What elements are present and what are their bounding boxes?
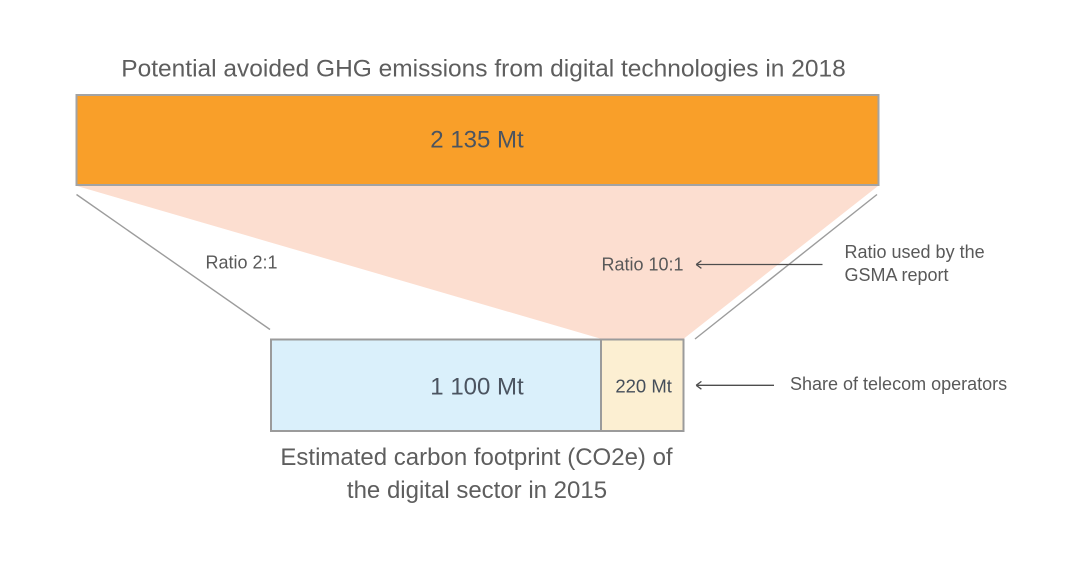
svg-text:Ratio used by the: Ratio used by the <box>845 242 985 262</box>
svg-text:Ratio 10:1: Ratio 10:1 <box>601 255 683 275</box>
svg-text:2 135 Mt: 2 135 Mt <box>430 126 524 153</box>
svg-text:1 100 Mt: 1 100 Mt <box>430 373 524 400</box>
svg-text:GSMA report: GSMA report <box>845 265 949 285</box>
svg-text:Potential avoided GHG emission: Potential avoided GHG emissions from dig… <box>121 56 846 83</box>
svg-text:Share of telecom operators: Share of telecom operators <box>790 374 1007 394</box>
svg-text:Ratio 2:1: Ratio 2:1 <box>205 253 277 273</box>
svg-text:the digital sector in 2015: the digital sector in 2015 <box>347 477 607 504</box>
svg-text:Estimated carbon footprint (CO: Estimated carbon footprint (CO2e) of <box>280 444 673 471</box>
svg-text:220 Mt: 220 Mt <box>615 375 672 396</box>
